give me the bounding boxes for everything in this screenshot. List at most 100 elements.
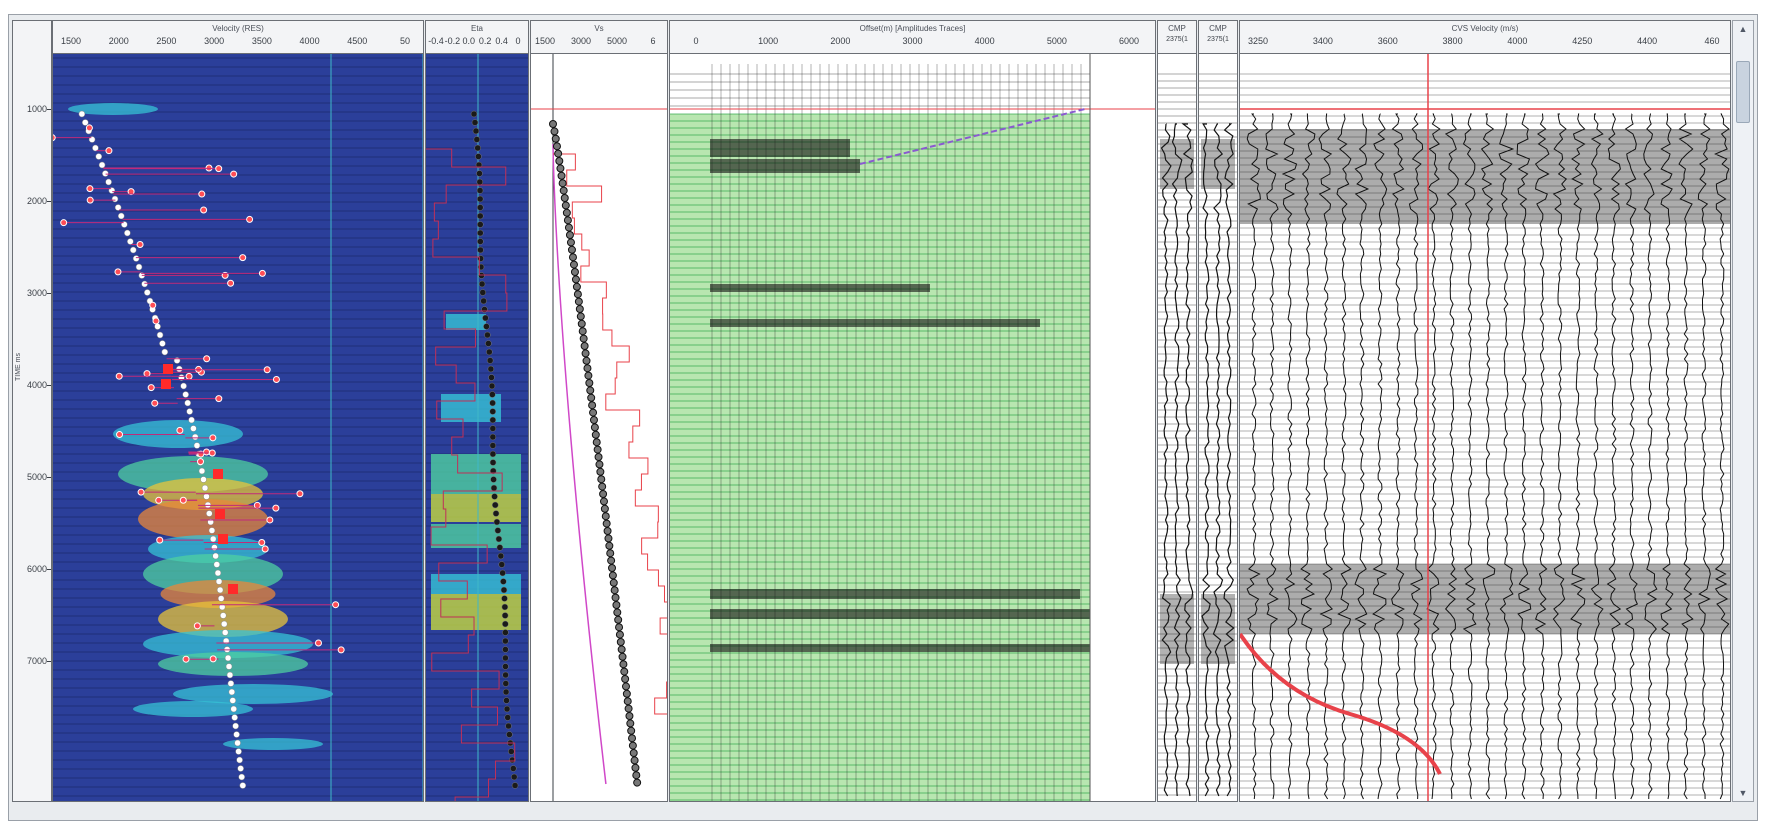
vs-pick	[588, 401, 597, 410]
velocity-pick	[117, 212, 125, 220]
vs-pick	[563, 216, 572, 225]
vs-pick	[627, 726, 636, 735]
candidate-pick	[246, 215, 254, 223]
vs-trend-curve	[552, 143, 607, 785]
vs-pick	[583, 364, 592, 373]
vs-pick	[622, 682, 631, 691]
vertical-scrollbar[interactable]: ▲ ▼	[1732, 20, 1754, 802]
velocity-pick	[218, 603, 226, 611]
vs-pick	[582, 356, 591, 365]
offset-gather-plot[interactable]	[670, 54, 1155, 801]
vs-pick	[565, 231, 574, 239]
velocity-pick	[105, 178, 112, 186]
reflection-event	[1160, 594, 1194, 664]
vs-pick	[631, 763, 640, 772]
selected-pick	[213, 469, 223, 479]
velocity-pick	[220, 620, 228, 628]
vs-tick: 6	[650, 36, 656, 46]
eta-pick	[506, 731, 513, 738]
cmp2-plot[interactable]	[1199, 54, 1237, 801]
semblance-zone	[160, 580, 276, 608]
time-tick-mark	[47, 477, 51, 478]
velocity-pick	[95, 153, 103, 160]
candidate-pick	[85, 124, 93, 132]
cvs-tick: 4250	[1572, 36, 1593, 46]
cvs-wiggle	[1590, 113, 1604, 800]
plot-canvas	[670, 54, 1155, 801]
plot-canvas	[426, 54, 528, 801]
eta-semblance-plot[interactable]	[426, 54, 528, 801]
eta-pick	[476, 195, 484, 203]
down-arrow-icon[interactable]: ▼	[1738, 788, 1748, 798]
time-tick: 2000	[26, 196, 47, 206]
eta-semblance-panel[interactable]: Eta -0.4 -0.2 0.0 0.2 0.4 0	[425, 20, 529, 802]
semblance-zone	[173, 684, 333, 704]
time-axis-label: TIME ms	[15, 353, 22, 381]
velocity-tick: 4500	[347, 36, 368, 46]
eta-pick	[476, 170, 483, 177]
selected-pick	[163, 364, 173, 374]
cvs-wiggle	[1372, 113, 1388, 800]
eta-pick	[486, 348, 493, 356]
cvs-wiggle	[1462, 113, 1477, 800]
vs-pick	[601, 512, 610, 521]
velocity-pick	[227, 680, 235, 687]
up-arrow-icon[interactable]: ▲	[1738, 24, 1748, 34]
cvs-wiggle	[1246, 113, 1261, 800]
eta-pick	[473, 136, 481, 143]
velocity-pick	[212, 552, 219, 560]
candidate-pick	[53, 134, 56, 142]
semblance-zone	[143, 630, 313, 658]
eta-pick	[477, 255, 484, 262]
eta-curve	[426, 148, 516, 801]
vs-pick	[633, 778, 642, 787]
vs-pick	[629, 749, 638, 757]
eta-pick	[476, 187, 484, 194]
velocity-pick	[193, 442, 201, 449]
cvs-panel[interactable]: CVS Velocity (m/s) 3250 3400 3600 3800 4000 4…	[1239, 20, 1731, 802]
cmp-panel-2[interactable]: CMP 2375(1	[1198, 20, 1238, 802]
velocity-pick	[224, 654, 232, 662]
vs-pick	[556, 164, 565, 173]
vs-pick	[593, 445, 602, 454]
velocity-pick	[98, 161, 106, 169]
vs-pick	[562, 208, 571, 217]
vs-pick	[608, 564, 617, 572]
time-tick: 5000	[26, 472, 47, 482]
cvs-tick: 3800	[1442, 36, 1463, 46]
time-tick: 3000	[26, 288, 47, 298]
vs-panel[interactable]: Vs 1500 3000 5000 6	[530, 20, 668, 802]
velocity-tick: 4000	[299, 36, 320, 46]
scroll-thumb[interactable]	[1736, 61, 1750, 123]
cmp1-subtitle-row: 2375(1	[1158, 36, 1196, 50]
velocity-semblance-panel[interactable]: Velocity (RES) 1500 2000 2500 3000 3500 4000 4…	[52, 20, 424, 802]
offset-gather-panel[interactable]: Offset(m) [Amplitudes Traces] 0 1000 2000 3…	[669, 20, 1156, 802]
velocity-semblance-plot[interactable]	[53, 54, 423, 801]
candidate-pick	[155, 496, 163, 504]
cmp1-plot[interactable]	[1158, 54, 1196, 801]
cvs-wiggle	[1318, 113, 1334, 800]
eta-pick	[478, 280, 486, 288]
semblance-zone	[446, 314, 486, 330]
reflection-event	[710, 589, 1080, 599]
candidate-pick	[185, 372, 193, 380]
candidate-pick	[176, 426, 184, 434]
semblance-zone	[431, 524, 521, 548]
velocity-pick	[201, 484, 209, 492]
vs-pick	[592, 438, 601, 447]
cvs-tick: 4400	[1637, 36, 1658, 46]
eta-pick	[510, 773, 518, 781]
velocity-pick	[182, 391, 189, 398]
cvs-plot[interactable]	[1240, 54, 1730, 801]
velocity-pick	[213, 561, 221, 568]
vs-plot[interactable]	[531, 54, 667, 801]
candidate-pick	[127, 188, 135, 196]
cmp2-subtitle: 2375(1	[1207, 36, 1229, 43]
vs-pick	[617, 645, 626, 654]
vs-pick	[614, 615, 623, 624]
cvs-wiggle	[1391, 113, 1405, 800]
velocity-tick: 2500	[156, 36, 177, 46]
cmp-panel-1[interactable]: CMP 2375(1	[1157, 20, 1197, 802]
velocity-pick	[124, 229, 131, 237]
vs-pick	[549, 120, 557, 128]
